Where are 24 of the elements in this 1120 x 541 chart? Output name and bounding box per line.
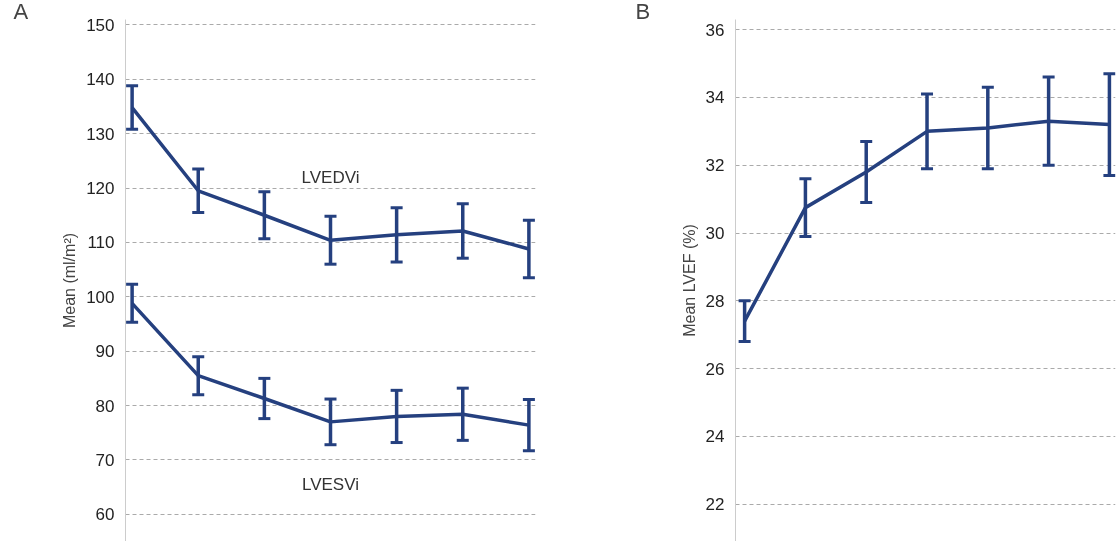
y-tick-label: 100 (86, 287, 115, 307)
y-tick-label: 80 (95, 396, 115, 416)
y-tick-label: 22 (705, 495, 725, 515)
y-tick-label: 30 (705, 224, 725, 244)
y-tick-label: 140 (86, 70, 115, 90)
y-axis-title: Mean LVEF (%) (680, 224, 698, 337)
y-tick-label: 26 (705, 359, 725, 379)
y-tick-label: 110 (87, 233, 115, 253)
y-tick-label: 90 (95, 342, 115, 362)
y-tick-label: 70 (95, 450, 115, 470)
y-tick-label: 150 (86, 15, 115, 35)
y-tick-label: 24 (705, 427, 725, 447)
y-tick-label: 34 (705, 88, 725, 108)
chart-title: A (13, 0, 29, 24)
annotation: LVESVi (301, 475, 360, 495)
y-tick-label: 60 (95, 505, 115, 525)
y-tick-label: 36 (705, 20, 725, 40)
y-tick-label: 130 (86, 124, 115, 144)
y-tick-label: 28 (705, 291, 725, 311)
annotation: LVEDVi (301, 168, 360, 188)
y-axis-title: Mean (ml/m²) (61, 232, 79, 329)
y-tick-label: 32 (705, 156, 725, 176)
chart-title: B (635, 0, 651, 24)
y-tick-label: 120 (86, 179, 115, 199)
